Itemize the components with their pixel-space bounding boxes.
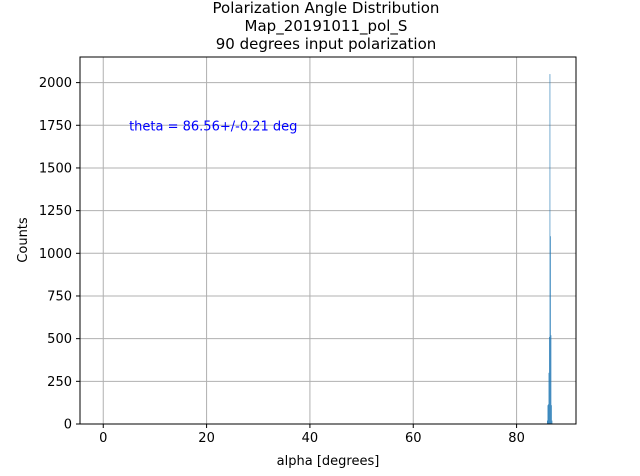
histogram-bar [551,405,552,424]
histogram-bar [550,335,552,424]
histogram-bar [550,236,551,424]
histogram-bar [551,420,553,424]
y-tick-label: 1500 [39,161,72,176]
histogram-bar [548,404,549,424]
x-axis-label: alpha [degrees] [277,454,380,469]
chart-title: Polarization Angle Distribution Map_2019… [213,0,440,53]
histogram-bar [549,336,550,424]
histogram-bars [547,74,553,425]
y-tick-label: 750 [47,289,72,304]
chart-title-line-2: Map_20191011_pol_S [245,17,408,36]
x-tick-label: 80 [508,431,525,446]
theta-annotation: theta = 86.56+/-0.21 deg [129,119,297,134]
chart-title-line-1: Polarization Angle Distribution [213,0,440,17]
axis-ticks: 0 20 40 60 80 0 250 500 750 1000 1250 1500 1750 2000 [39,76,525,446]
histogram-bar [547,420,548,424]
y-tick-label: 250 [47,375,72,390]
chart-title-line-3: 90 degrees input polarization [216,35,437,53]
x-tick-label: 40 [302,431,319,446]
grid [80,57,576,425]
x-tick-label: 20 [198,431,215,446]
x-tick-label: 0 [99,431,107,446]
histogram-bar [548,372,550,424]
y-tick-label: 1000 [39,247,72,262]
y-axis-label: Counts [16,217,31,263]
x-tick-label: 60 [405,431,422,446]
y-tick-label: 2000 [39,76,72,91]
y-tick-label: 1750 [39,119,72,134]
y-tick-label: 500 [47,332,72,347]
y-tick-label: 0 [64,418,72,433]
histogram-bar [547,405,549,424]
plot-frame [79,56,577,425]
histogram-bar [549,74,551,425]
y-tick-label: 1250 [39,204,72,219]
